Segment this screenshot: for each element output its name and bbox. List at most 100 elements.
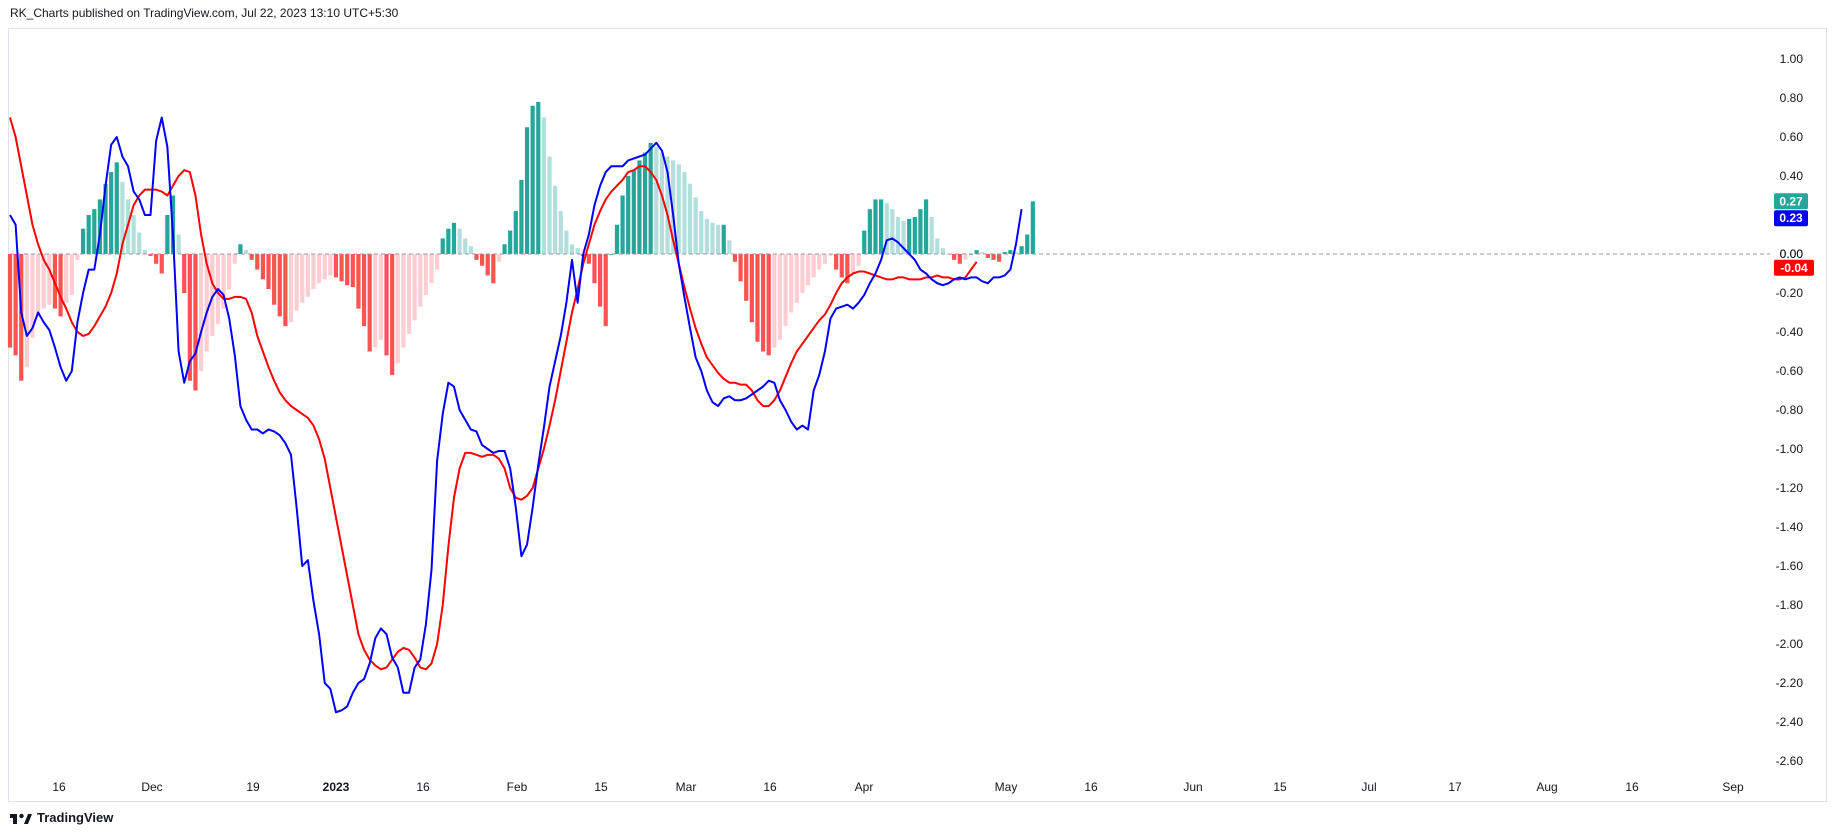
x-tick-label: 19	[246, 780, 260, 794]
histogram-bar	[322, 254, 327, 280]
histogram-bar	[676, 164, 681, 254]
histogram-bar	[384, 254, 389, 356]
y-tick-label: -1.60	[1776, 559, 1804, 573]
histogram-bar	[867, 209, 872, 254]
histogram-bar	[727, 240, 732, 254]
signal-line-layer	[9, 117, 978, 671]
histogram-bar	[109, 172, 114, 254]
histogram-bar	[491, 254, 496, 284]
histogram-bar	[884, 203, 889, 254]
x-tick-label: 15	[594, 780, 608, 794]
histogram-bar	[569, 244, 575, 254]
x-tick-label: Apr	[855, 780, 874, 794]
histogram-bar	[496, 254, 502, 262]
svg-text:0.00: 0.00	[1780, 247, 1804, 261]
last-value-label: -0.04	[1774, 259, 1814, 276]
histogram-bar	[142, 250, 147, 254]
x-tick-label: 16	[763, 780, 777, 794]
histogram-bar	[311, 254, 316, 290]
histogram-bar	[935, 238, 940, 254]
histogram-bar	[777, 254, 783, 340]
histogram-bar	[446, 228, 451, 254]
histogram-bar	[716, 224, 721, 254]
histogram-bar	[997, 254, 1002, 262]
histogram-bar	[210, 254, 215, 336]
histogram-bar	[227, 254, 232, 290]
histogram-bar	[536, 101, 541, 255]
histogram-bar	[732, 254, 738, 262]
histogram-bar	[879, 199, 884, 254]
histogram-bar	[1008, 250, 1013, 254]
histogram-bar	[766, 254, 771, 356]
histogram-bar	[468, 246, 473, 254]
histogram-bar	[648, 142, 653, 254]
x-tick-label: Aug	[1536, 780, 1557, 794]
histogram-bar	[862, 230, 867, 254]
last-value-label: 0.23	[1774, 210, 1808, 227]
histogram-bar	[64, 254, 69, 303]
histogram-bar	[187, 254, 192, 381]
y-tick-label: -0.20	[1776, 286, 1804, 300]
histogram-bar	[912, 216, 917, 254]
histogram-bar	[114, 162, 119, 254]
last-value-label: 0.27	[1774, 193, 1808, 210]
y-tick-label: -2.60	[1776, 754, 1804, 768]
histogram-bar	[985, 254, 990, 258]
histogram-bar	[367, 254, 372, 352]
histogram-bar	[283, 254, 288, 327]
x-tick-label: Jun	[1183, 780, 1202, 794]
histogram-bar	[418, 254, 423, 307]
histogram-bar	[423, 254, 428, 295]
macd-line-layer	[9, 116, 1023, 714]
histogram-bar	[288, 254, 294, 323]
histogram-bar	[440, 238, 445, 254]
histogram-bar	[305, 254, 310, 297]
last-value-label: 0.00	[1780, 247, 1804, 261]
histogram-bar	[390, 254, 395, 375]
histogram-bar	[401, 254, 406, 348]
histogram-bar	[193, 254, 198, 391]
histogram-bar	[165, 215, 170, 254]
y-tick-label: -1.00	[1776, 442, 1804, 456]
histogram-bar	[631, 170, 636, 254]
histogram-bar	[300, 254, 305, 303]
x-tick-label: 17	[1448, 780, 1462, 794]
y-tick-label: -1.40	[1776, 520, 1804, 534]
histogram-bar	[699, 211, 704, 254]
y-tick-label: -0.60	[1776, 364, 1804, 378]
y-tick-label: -1.80	[1776, 598, 1804, 612]
histogram-bar	[687, 183, 693, 254]
histogram-bar	[817, 254, 822, 270]
histogram-bar	[373, 254, 378, 348]
histogram-bar	[907, 218, 912, 254]
histogram-bar	[839, 254, 844, 278]
histogram-bar	[558, 211, 563, 254]
tradingview-logo-icon	[10, 813, 32, 824]
histogram-bar	[642, 152, 648, 254]
histogram-bar	[963, 254, 968, 260]
histogram-bar	[800, 254, 805, 293]
last-value-labels: 0.27 0.23 0.00-0.04	[1774, 193, 1814, 276]
histogram-bar	[929, 216, 934, 254]
histogram-bar	[361, 254, 367, 327]
histogram-bar	[395, 254, 400, 364]
histogram-bar	[749, 254, 754, 323]
histogram-bar	[620, 195, 625, 254]
x-axis: 16 Dec 19 2023 16 Feb 15 Mar 16 Apr May 16 Jun 15 Jul 1…	[52, 780, 1744, 794]
y-tick-label: 0.00	[1780, 247, 1804, 261]
histogram-bar	[277, 254, 282, 317]
x-tick-label: Feb	[507, 780, 528, 794]
x-tick-label: 16	[416, 780, 430, 794]
y-tick-label: -0.40	[1776, 325, 1804, 339]
histogram-bar	[755, 254, 760, 342]
histogram-bar	[148, 254, 153, 256]
histogram-bar	[923, 199, 929, 254]
x-tick-label: May	[995, 780, 1018, 794]
histogram-bar	[457, 228, 462, 254]
histogram-bar	[24, 254, 29, 368]
histogram-bar	[80, 228, 86, 254]
tradingview-footer[interactable]: TradingView	[10, 810, 113, 825]
histogram-bar	[671, 160, 676, 254]
histogram-bar	[789, 254, 794, 313]
